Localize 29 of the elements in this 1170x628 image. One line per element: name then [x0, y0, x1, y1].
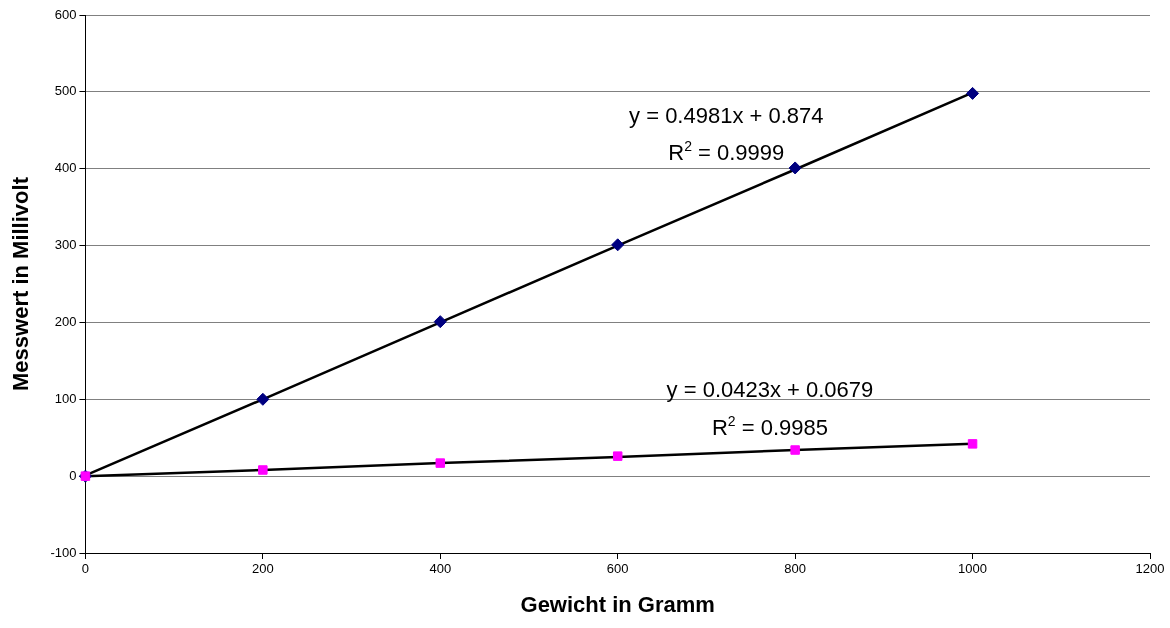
x-tick-label: 0 [81, 561, 90, 577]
point [788, 161, 802, 175]
y-tick-label: -100 [50, 544, 77, 560]
y-tick-label: 500 [54, 83, 77, 99]
x-tick-label: 800 [784, 561, 806, 577]
point [435, 458, 446, 468]
point [258, 465, 268, 475]
y-tick-label: 400 [54, 160, 77, 176]
y-axis-title: Messwert in Millivolt [8, 176, 34, 391]
point [611, 238, 625, 252]
y-tick-label: 0 [69, 467, 77, 483]
x-axis-title: Gewicht in Gramm [520, 591, 715, 617]
y-tick-label: 600 [54, 6, 77, 22]
point [433, 315, 447, 329]
point [967, 439, 978, 449]
annotation: y = 0.0423x + 0.0679 [666, 376, 874, 402]
y-tick-label: 100 [54, 390, 77, 406]
y-tick-label: 200 [54, 314, 77, 330]
x-tick-label: 600 [606, 561, 629, 577]
y-tick-label: 300 [54, 237, 77, 253]
x-tick-label: 1200 [1135, 561, 1165, 577]
point [612, 451, 623, 461]
annotation: y = 0.4981x + 0.874 [629, 102, 824, 128]
x-tick-label: 200 [252, 561, 274, 577]
point [966, 86, 980, 100]
x-tick-label: 1000 [958, 561, 988, 577]
x-tick-label: 400 [429, 561, 452, 577]
point [790, 445, 800, 455]
point [256, 392, 270, 406]
